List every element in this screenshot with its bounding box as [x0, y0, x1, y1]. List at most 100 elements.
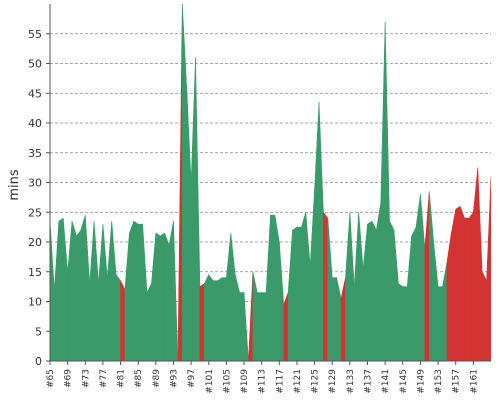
duration-segment-fail [177, 4, 183, 361]
x-tick-label: #137 [364, 369, 374, 394]
duration-segment-pass [353, 212, 359, 361]
duration-segment-pass [274, 215, 280, 361]
duration-segment-pass [168, 221, 174, 361]
duration-segment-pass [137, 223, 143, 361]
duration-segment-pass [428, 191, 434, 361]
duration-segment-fail [451, 209, 457, 361]
duration-segment-pass [398, 283, 404, 361]
x-tick-label: #125 [311, 369, 321, 394]
duration-segment-pass [318, 102, 324, 361]
duration-segment-pass [287, 230, 293, 361]
duration-segment-pass [371, 221, 377, 361]
x-tick-label: #109 [240, 369, 250, 394]
duration-segment-pass [279, 241, 285, 361]
duration-segment-pass [406, 236, 412, 361]
duration-segment-pass [230, 233, 236, 361]
duration-segment-pass [71, 221, 77, 361]
duration-segment-pass [133, 220, 139, 361]
x-tick-label: #113 [258, 369, 268, 394]
duration-segment-fail [459, 206, 465, 361]
duration-segment-pass [98, 224, 104, 361]
duration-segment-pass [102, 224, 108, 361]
duration-segment-pass [331, 277, 337, 361]
duration-segment-fail [120, 280, 126, 361]
duration-segment-pass [204, 274, 210, 361]
duration-segment-pass [256, 292, 262, 361]
duration-segment-pass [362, 224, 368, 361]
duration-segment-pass [411, 226, 417, 361]
x-tick-label: #81 [117, 369, 127, 388]
duration-segment-pass [393, 230, 399, 361]
y-tick-label: 20 [28, 236, 42, 249]
y-tick-label: 30 [28, 177, 42, 190]
duration-segment-pass [327, 218, 333, 361]
duration-segment-pass [182, 4, 188, 361]
duration-segment-pass [389, 221, 395, 361]
x-tick-labels: #65 #69 #73 #77 #81 #85 #89 #93 #97 #101 #105 #109 #… [46, 361, 479, 394]
x-tick-label: #69 [64, 369, 74, 388]
duration-segment-pass [402, 286, 408, 361]
duration-segment-pass [380, 21, 386, 361]
x-tick-label: #157 [452, 369, 462, 394]
duration-segment-fail [455, 205, 461, 361]
x-tick-label: #129 [328, 369, 338, 394]
duration-segment-pass [221, 277, 227, 361]
x-tick-label: #97 [187, 369, 197, 388]
duration-segment-fail [477, 167, 483, 361]
duration-segment-pass [292, 226, 298, 361]
duration-segment-pass [80, 215, 86, 361]
duration-segment-pass [415, 194, 421, 361]
duration-segment-pass [345, 212, 351, 361]
duration-segment-fail [340, 277, 346, 361]
duration-segment-pass [442, 262, 448, 361]
duration-segment-pass [243, 292, 249, 361]
y-tick-label: 55 [28, 28, 42, 41]
duration-segment-pass [226, 233, 232, 361]
duration-segment-pass [190, 57, 196, 361]
x-tick-label: #133 [346, 369, 356, 394]
x-tick-label: #117 [275, 369, 285, 394]
duration-segment-fail [464, 217, 470, 361]
duration-segment-fail [486, 176, 491, 361]
y-tick-label: 40 [28, 117, 42, 130]
duration-segment-pass [146, 283, 152, 361]
x-tick-label: #105 [222, 369, 232, 394]
x-tick-label: #121 [293, 369, 303, 394]
x-tick-label: #101 [205, 369, 215, 394]
duration-segment-pass [309, 188, 315, 361]
x-tick-label: #145 [399, 369, 409, 394]
duration-segment-pass [62, 218, 68, 361]
duration-segment-fail [468, 211, 474, 361]
duration-segment-pass [164, 232, 170, 361]
duration-segment-pass [314, 102, 320, 361]
duration-segment-fail [473, 167, 479, 361]
y-tick-label: 50 [28, 58, 42, 71]
y-tick-label: 10 [28, 296, 42, 309]
duration-segment-pass [234, 274, 240, 361]
duration-segment-pass [265, 215, 271, 361]
duration-segment-fail [446, 233, 452, 361]
x-tick-label: #161 [469, 369, 479, 394]
y-tick-label: 35 [28, 147, 42, 160]
x-tick-label: #65 [46, 369, 56, 388]
duration-segment-fail [323, 211, 329, 361]
y-tick-label: 45 [28, 87, 42, 100]
duration-segment-pass [212, 280, 218, 361]
duration-segment-pass [159, 232, 165, 361]
y-tick-label: 25 [28, 206, 42, 219]
duration-segment-pass [384, 21, 390, 361]
duration-areas [50, 4, 491, 361]
x-tick-label: #89 [152, 369, 162, 388]
duration-segment-pass [195, 57, 201, 361]
duration-segment-pass [420, 194, 426, 361]
duration-segment-fail [283, 292, 289, 361]
duration-segment-pass [186, 87, 192, 361]
duration-segment-pass [142, 224, 148, 361]
duration-segment-pass [173, 221, 179, 361]
x-tick-label: #153 [434, 369, 444, 394]
duration-segment-pass [261, 292, 267, 361]
duration-segment-pass [208, 273, 214, 361]
duration-segment-pass [76, 229, 82, 361]
duration-segment-pass [239, 292, 245, 361]
